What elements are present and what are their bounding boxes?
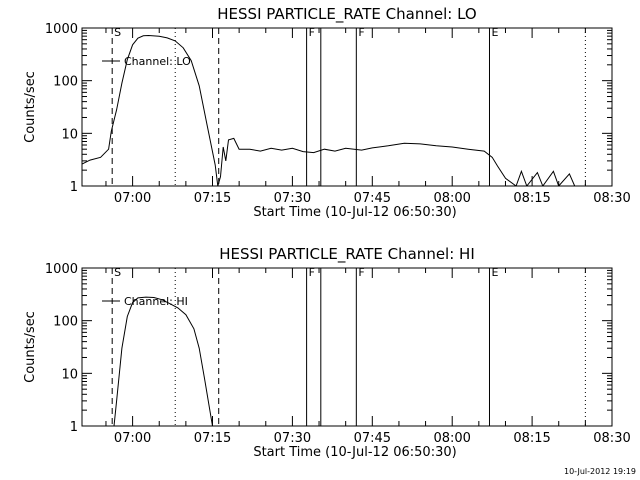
x-tick-label: 08:30: [593, 191, 630, 206]
y-tick-label: 10: [61, 127, 78, 142]
x-axis-label: Start Time (10-Jul-12 06:50:30): [253, 445, 456, 460]
plot-frame: [81, 267, 613, 427]
event-marker-label: F: [358, 26, 364, 39]
event-marker-label: S: [114, 266, 121, 279]
event-marker-label: E: [491, 26, 498, 39]
x-tick-label: 07:45: [354, 431, 391, 446]
y-tick-label: 10: [61, 367, 78, 382]
y-tick-label: 1: [70, 420, 78, 435]
x-tick-label: 07:45: [354, 191, 391, 206]
event-marker-label: F: [309, 266, 315, 279]
plot-frame: [81, 27, 613, 187]
x-tick-label: 08:15: [513, 191, 550, 206]
x-tick-label: 07:30: [274, 431, 311, 446]
y-tick-label: 1000: [45, 262, 78, 277]
x-axis-label: Start Time (10-Jul-12 06:50:30): [253, 205, 456, 220]
event-marker-label: S: [114, 26, 121, 39]
legend-label: Channel: HI: [124, 295, 188, 308]
x-tick-label: 07:30: [274, 191, 311, 206]
x-tick-label: 08:00: [433, 191, 470, 206]
x-tick-label: 07:15: [194, 431, 231, 446]
event-marker-label: E: [491, 266, 498, 279]
chart-title: HESSI PARTICLE_RATE Channel: HI: [219, 245, 475, 264]
data-series-line: [113, 296, 213, 426]
chart-panel-hi: HESSI PARTICLE_RATE Channel: HI 1 10 100 100…: [23, 245, 631, 460]
event-marker-label: F: [358, 266, 364, 279]
data-series-line: [82, 34, 576, 186]
x-tick-label: 07:15: [194, 191, 231, 206]
x-tick-label: 08:00: [433, 431, 470, 446]
y-tick-label: 100: [53, 75, 78, 90]
timestamp-label: 10-Jul-2012 19:19: [564, 467, 636, 476]
legend-label: Channel: LO: [124, 55, 191, 68]
y-axis-label: Counts/sec: [23, 311, 38, 383]
event-marker-label: F: [309, 26, 315, 39]
x-tick-label: 07:00: [114, 431, 151, 446]
y-axis-label: Counts/sec: [23, 71, 38, 143]
x-tick-label: 08:30: [593, 431, 630, 446]
x-tick-label: 07:00: [114, 191, 151, 206]
y-tick-label: 100: [53, 315, 78, 330]
chart-title: HESSI PARTICLE_RATE Channel: LO: [217, 5, 476, 24]
y-tick-label: 1000: [45, 22, 78, 37]
x-tick-label: 08:15: [513, 431, 550, 446]
chart-panel-lo: HESSI PARTICLE_RATE Channel: LO 1 10 100 100…: [23, 5, 631, 220]
y-tick-label: 1: [70, 180, 78, 195]
